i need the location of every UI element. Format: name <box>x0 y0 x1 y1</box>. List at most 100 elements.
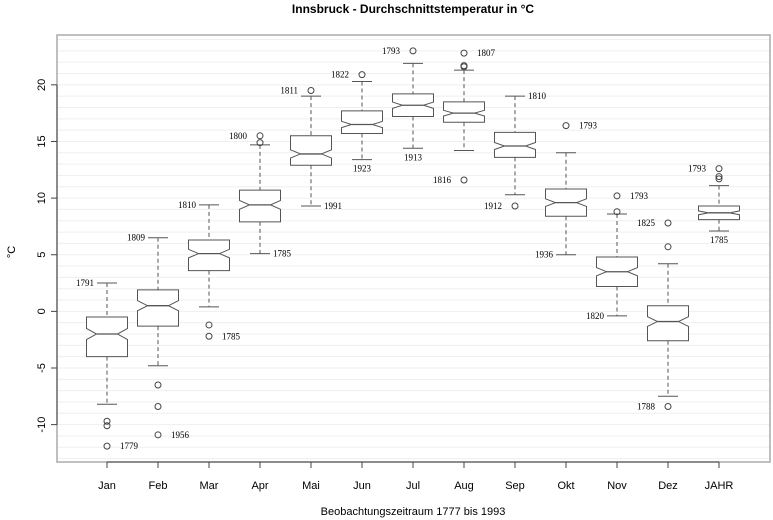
outlier-point <box>103 442 111 450</box>
box-sep: 1810 1912 <box>484 91 547 211</box>
y-tick-label: -5 <box>36 363 48 373</box>
outlier-label: 1923 <box>353 164 372 174</box>
outlier-label: 1956 <box>171 430 190 440</box>
box-jul: 1793 1913 <box>382 46 434 162</box>
x-tick-label: Dez <box>658 480 678 492</box>
box-jun: 1822 1923 <box>331 70 383 174</box>
outlier-label: 1820 <box>586 311 605 321</box>
outlier-point <box>256 139 264 147</box>
outlier-label: 1785 <box>222 331 241 341</box>
outlier-label: 1822 <box>331 70 349 80</box>
outlier-point <box>154 381 162 389</box>
notched-box <box>137 289 179 327</box>
box-feb: 1809 1956 <box>127 233 190 440</box>
box-okt: 1793 1936 <box>535 121 598 260</box>
outlier-point <box>715 175 723 183</box>
outlier-label: 1807 <box>477 48 496 58</box>
outlier-label: 1800 <box>229 131 248 141</box>
y-tick-label: 20 <box>36 79 48 91</box>
x-tick-label: Aug <box>454 480 474 492</box>
outlier-point <box>715 165 723 173</box>
outlier-point <box>103 417 111 425</box>
box-aug: 1807 1816 <box>433 48 496 185</box>
y-tick-label: -10 <box>36 417 48 433</box>
y-axis-label: °C <box>6 246 18 258</box>
outlier-point <box>205 332 213 340</box>
x-tick-label: Okt <box>557 480 574 492</box>
notched-box <box>341 110 383 135</box>
box-mar: 1810 1785 <box>178 200 241 341</box>
axes: -10 -5 0 5 10 15 20 Jan Feb Mar Apr Mai Jun Jul Aug Sep… <box>36 79 733 492</box>
outlier-point <box>307 86 315 94</box>
outlier-label: 1991 <box>324 201 342 211</box>
outlier-point <box>715 173 723 181</box>
y-tick-label: 15 <box>36 135 48 147</box>
x-tick-label: Apr <box>251 480 268 492</box>
notched-box <box>443 101 485 123</box>
outlier-label: 1816 <box>433 175 452 185</box>
notched-box <box>188 239 230 272</box>
x-axis-label: Beobachtungszeitraum 1777 bis 1993 <box>321 506 506 518</box>
chart-title: Innsbruck - Durchschnittstemperatur in °… <box>292 2 535 16</box>
outlier-point <box>511 202 519 210</box>
outlier-label: 1811 <box>280 85 298 95</box>
outlier-label: 1936 <box>535 250 554 260</box>
outlier-point <box>562 122 570 130</box>
x-tick-label: Feb <box>149 480 168 492</box>
x-tick-label: Nov <box>607 480 627 492</box>
notched-box <box>86 316 128 358</box>
outlier-label: 1793 <box>579 121 598 131</box>
outlier-point <box>409 47 417 55</box>
notched-box <box>239 189 281 223</box>
outlier-label: 1810 <box>528 91 547 101</box>
notched-box <box>494 131 536 158</box>
outlier-label: 1791 <box>76 278 94 288</box>
outlier-point <box>460 49 468 57</box>
outlier-label: 1779 <box>120 441 139 451</box>
y-tick-label: 5 <box>36 252 48 258</box>
outlier-label: 1810 <box>178 200 197 210</box>
x-tick-label: Jun <box>353 480 371 492</box>
outlier-label: 1825 <box>637 218 656 228</box>
outlier-point <box>664 219 672 227</box>
box-mai: 1811 1991 <box>280 85 342 211</box>
x-tick-label: Mar <box>200 480 219 492</box>
outlier-label: 1788 <box>637 402 656 412</box>
outlier-label: 1913 <box>404 152 423 162</box>
box-jahr: 1793 1785 <box>688 164 740 245</box>
box-jan: 1791 1779 <box>76 278 139 451</box>
outlier-label: 1793 <box>688 164 707 174</box>
outlier-label: 1785 <box>273 249 292 259</box>
x-tick-label: JAHR <box>705 480 734 492</box>
outlier-point <box>664 403 672 411</box>
x-tick-label: Sep <box>505 480 525 492</box>
outlier-label: 1785 <box>710 235 729 245</box>
outlier-label: 1793 <box>630 191 649 201</box>
y-tick-label: 10 <box>36 192 48 204</box>
outlier-point <box>358 71 366 79</box>
x-tick-label: Mai <box>302 480 320 492</box>
outlier-point <box>154 431 162 439</box>
boxes: 1791 1779 1809 1956 1810 1785 1800 1785 1811 1991… <box>76 46 740 451</box>
outlier-point <box>460 176 468 184</box>
notched-box <box>647 305 689 342</box>
outlier-label: 1793 <box>382 46 401 56</box>
notched-box <box>290 135 332 166</box>
outlier-point <box>205 321 213 329</box>
outlier-point <box>664 243 672 251</box>
box-nov: 1793 1820 <box>586 191 649 321</box>
y-tick-label: 0 <box>36 308 48 314</box>
box-dez: 1825 1788 <box>637 218 689 412</box>
outlier-label: 1809 <box>127 233 146 243</box>
outlier-point <box>460 63 468 71</box>
outlier-point <box>613 208 621 216</box>
outlier-point <box>613 192 621 200</box>
outlier-point <box>154 403 162 411</box>
outlier-point <box>103 422 111 430</box>
outlier-point <box>256 132 264 140</box>
box-apr: 1800 1785 <box>229 131 292 259</box>
x-tick-label: Jan <box>98 480 116 492</box>
outlier-label: 1912 <box>484 201 502 211</box>
x-tick-label: Jul <box>406 480 420 492</box>
